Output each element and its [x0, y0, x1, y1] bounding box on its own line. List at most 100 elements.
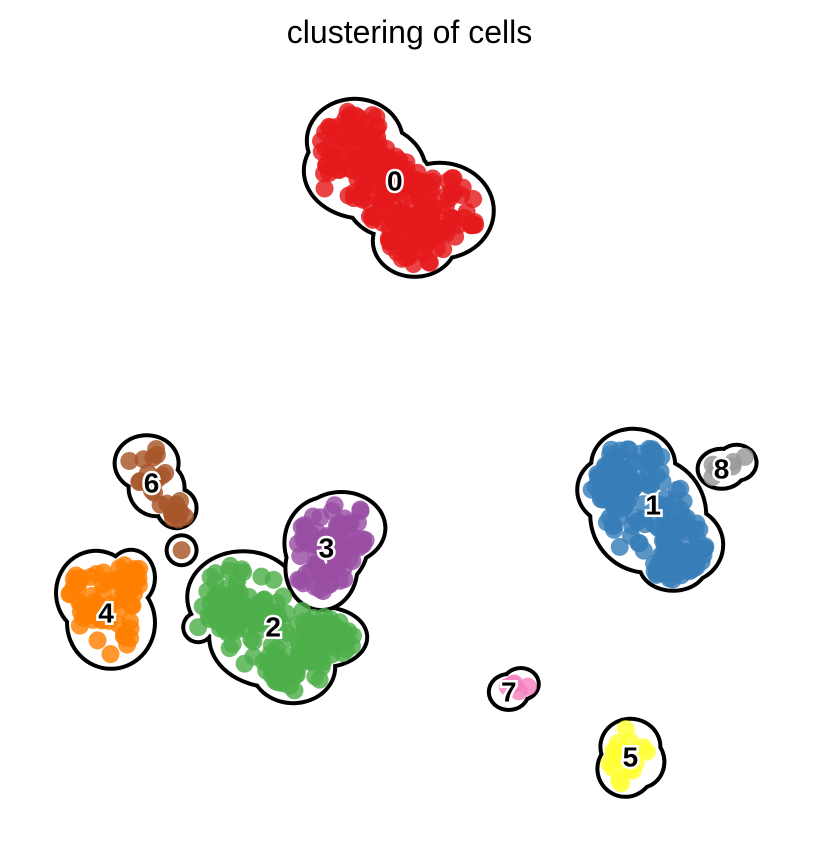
cluster-2-point [201, 567, 220, 586]
cluster-2-point [335, 623, 354, 642]
cluster-0-point [356, 114, 375, 133]
cluster-5-point [612, 774, 631, 793]
cluster-1-point [622, 526, 641, 545]
cluster-1-point [607, 455, 626, 474]
cluster-0-point [466, 215, 485, 234]
cluster-3-point [328, 517, 347, 536]
cluster-4-point [101, 645, 120, 664]
cluster-4-point [71, 602, 90, 621]
cluster-2-point [274, 587, 293, 606]
cluster-label-8: 8 [714, 453, 730, 484]
cluster-1-point [618, 440, 637, 459]
cluster-3-point [356, 531, 375, 550]
cluster-4-point [94, 582, 113, 601]
cluster-0-point [380, 174, 399, 193]
cluster-2-point [233, 606, 252, 625]
cluster-0-point [423, 187, 442, 206]
cluster-0-point [444, 169, 463, 188]
cluster-0-point [368, 154, 387, 173]
cluster-1-point [634, 495, 653, 514]
cluster-4-point [88, 631, 107, 650]
cluster-1-point [668, 550, 687, 569]
cluster-label-3: 3 [319, 533, 335, 564]
cluster-5-point [637, 742, 656, 761]
cluster-2-point [280, 676, 299, 695]
cluster-0-point [366, 208, 385, 227]
cluster-6-point [138, 474, 157, 493]
cluster-2-point [198, 582, 217, 601]
cluster-2-point [306, 667, 325, 686]
cluster-0-point [351, 188, 370, 207]
cluster-1-point [620, 473, 639, 492]
cluster-2-point [234, 563, 253, 582]
cluster-6-point [171, 492, 190, 511]
cluster-label-2: 2 [265, 612, 281, 643]
cluster-4-point [118, 635, 137, 654]
cluster-3-point [313, 564, 332, 583]
cluster-4-point [122, 563, 141, 582]
cluster-5-point [616, 720, 635, 739]
cluster-0-point [358, 128, 377, 147]
cluster-0-point [333, 153, 352, 172]
cluster-8-point [724, 452, 743, 471]
cluster-4-point [72, 569, 91, 588]
cluster-8-point [707, 459, 726, 478]
cluster-label-4: 4 [98, 597, 114, 628]
cluster-1-point [645, 562, 664, 581]
cluster-2-point [287, 651, 306, 670]
cluster-3-point [340, 549, 359, 568]
cluster-0-point [381, 233, 400, 252]
cluster-3-point [295, 516, 314, 535]
cluster-2-point [294, 612, 313, 631]
cluster-1-point [639, 450, 658, 469]
cluster-4-point [87, 565, 106, 584]
cluster-1-point [606, 501, 625, 520]
cluster-6-point [172, 541, 191, 560]
cluster-4-point [120, 612, 139, 631]
cluster-3-point [322, 542, 341, 561]
cluster-label-1: 1 [645, 489, 661, 520]
cluster-2-point [245, 615, 264, 634]
cluster-7-point [518, 677, 537, 696]
cluster-5-point [600, 754, 619, 773]
cluster-0-point [320, 163, 339, 182]
cluster-label-5: 5 [623, 741, 639, 772]
cluster-2-point [266, 670, 285, 689]
cluster-0-point [444, 214, 463, 233]
cluster-0-point [312, 142, 331, 161]
cluster-1-point [665, 493, 684, 512]
cluster-1-point [653, 472, 672, 491]
cluster-1-point [695, 539, 714, 558]
cluster-2-point [264, 570, 283, 589]
cluster-2-point [254, 591, 273, 610]
cluster-label-layer: 0 1 2 3 4 5 6 7 8 [96, 163, 732, 775]
cluster-0-point [321, 118, 340, 137]
cluster-0-point [404, 255, 423, 274]
cluster-1-point [653, 521, 672, 540]
cluster-3-point [294, 574, 313, 593]
cluster-2-point [244, 647, 263, 666]
cluster-1-point [605, 520, 624, 539]
cluster-2-point [315, 607, 334, 626]
cluster-2-point [220, 639, 239, 658]
cluster-0-point [386, 204, 405, 223]
cluster-0-point [413, 217, 432, 236]
cluster-3-point [291, 547, 310, 566]
cluster-1-point [639, 476, 658, 495]
cluster-0-point [352, 165, 371, 184]
cluster-7-point [503, 675, 522, 694]
cluster-label-7: 7 [501, 677, 517, 708]
cluster-2-point [189, 618, 208, 637]
cluster-1-point [610, 537, 629, 556]
cluster-0-point [457, 202, 476, 221]
cluster-0-point [315, 179, 334, 198]
cluster-1-point [675, 516, 694, 535]
cluster-4-point [111, 599, 130, 618]
point-layer [60, 102, 754, 793]
cluster-0-point [404, 175, 423, 194]
cluster-1-point [655, 507, 674, 526]
cluster-2-point [225, 590, 244, 609]
cluster-1-point [596, 474, 615, 493]
cluster-label-0: 0 [387, 165, 403, 196]
